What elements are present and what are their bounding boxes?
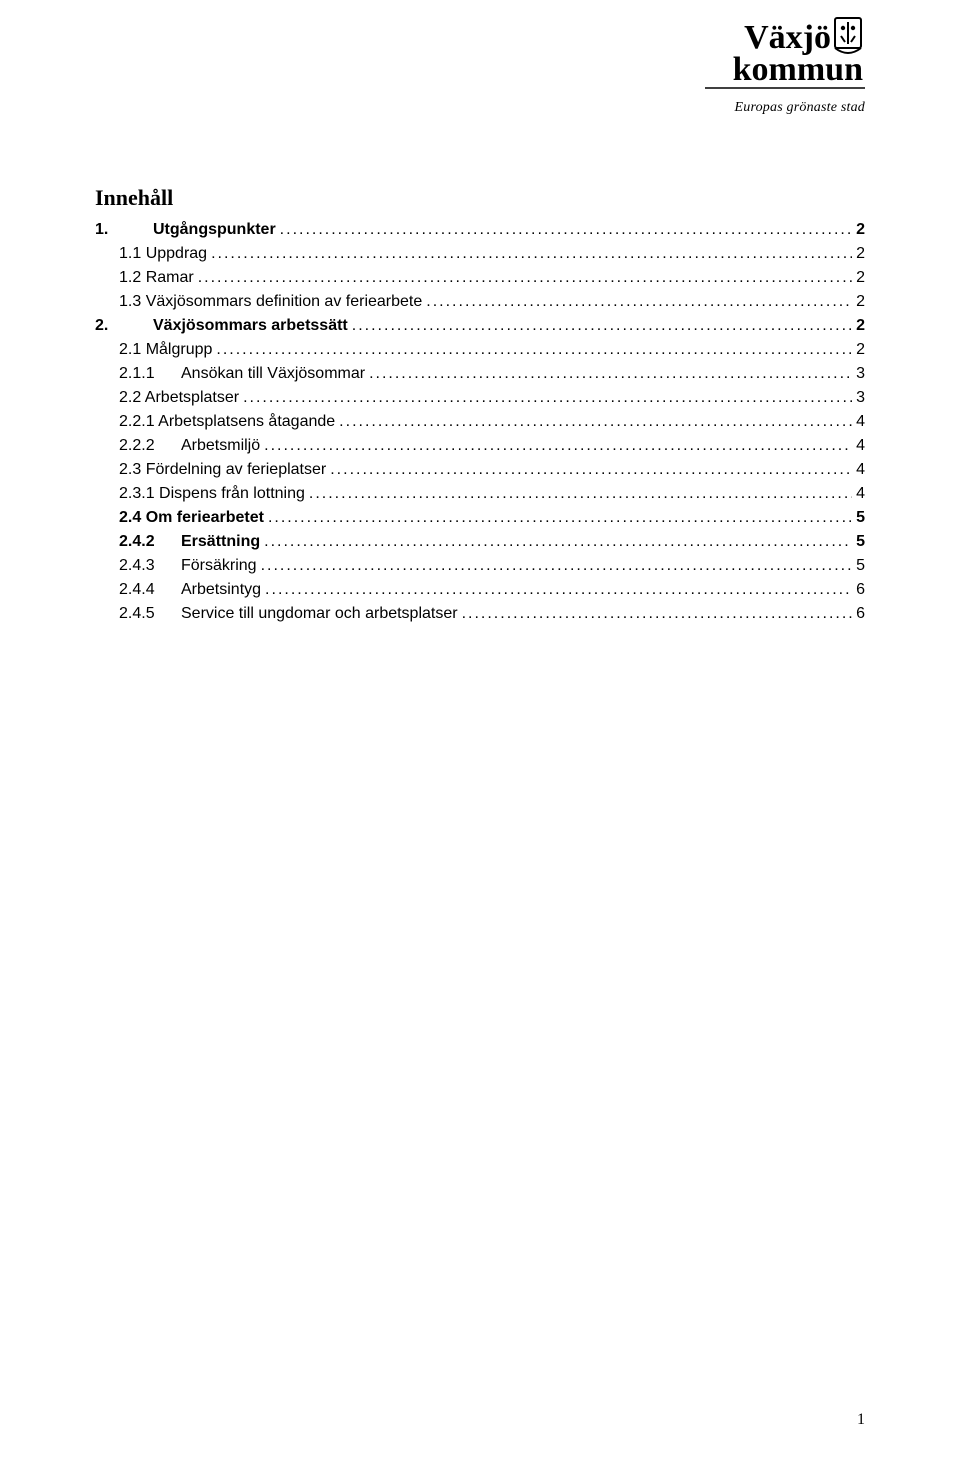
toc-page: 6: [856, 605, 865, 623]
toc-entry[interactable]: 1.1 Uppdrag 2: [95, 245, 865, 263]
toc-page: 3: [856, 389, 865, 407]
toc-leader-dots: [261, 557, 853, 575]
toc-entry[interactable]: 2.4.4Arbetsintyg 6: [95, 581, 865, 599]
toc-heading: Innehåll: [95, 185, 865, 211]
toc-label: 1.3 Växjösommars definition av feriearbe…: [119, 293, 422, 311]
toc-leader-dots: [264, 437, 852, 455]
toc-title: Växjösommars arbetssätt: [153, 317, 348, 334]
toc-page: 3: [856, 365, 865, 383]
toc-page: 2: [856, 245, 865, 263]
toc-label: 2.4.2Ersättning: [119, 533, 260, 551]
toc-entry[interactable]: 1.2 Ramar 2: [95, 269, 865, 287]
toc-entry[interactable]: 2.3 Fördelning av ferieplatser 4: [95, 461, 865, 479]
logo-tagline: Europas grönaste stad: [705, 100, 865, 116]
toc-page: 5: [856, 557, 865, 575]
toc-leader-dots: [339, 413, 852, 431]
toc-page: 4: [856, 413, 865, 431]
toc-entry[interactable]: 2.4.5Service till ungdomar och arbetspla…: [95, 605, 865, 623]
toc-entry[interactable]: 2.3.1 Dispens från lottning 4: [95, 485, 865, 503]
toc-label: 2.1.1Ansökan till Växjösommar: [119, 365, 365, 383]
toc-title: Försäkring: [181, 557, 257, 574]
logo-svg: Växjö kommun: [705, 14, 865, 96]
toc-leader-dots: [280, 221, 852, 239]
toc-leader-dots: [264, 533, 852, 551]
toc-page: 2: [856, 341, 865, 359]
toc-leader-dots: [265, 581, 852, 599]
toc-number: 2.4.2: [119, 533, 181, 551]
toc-page: 5: [856, 509, 865, 527]
toc-entry[interactable]: 2.2.2Arbetsmiljö 4: [95, 437, 865, 455]
logo-line2: kommun: [733, 51, 863, 88]
toc-number: 2.: [95, 317, 153, 335]
toc-page: 2: [856, 317, 865, 335]
content: Innehåll 1.Utgångspunkter 21.1 Uppdrag 2…: [95, 185, 865, 623]
toc-label: 2.1 Målgrupp: [119, 341, 212, 359]
toc-leader-dots: [211, 245, 852, 263]
toc-page: 5: [856, 533, 865, 551]
toc-label: 2.3 Fördelning av ferieplatser: [119, 461, 326, 479]
toc-label: 2.3.1 Dispens från lottning: [119, 485, 305, 503]
toc-page: 4: [856, 485, 865, 503]
toc-leader-dots: [352, 317, 852, 335]
toc-title: Utgångspunkter: [153, 221, 276, 238]
toc-label: 1.Utgångspunkter: [95, 221, 276, 239]
toc-number: 1.: [95, 221, 153, 239]
crest-icon: [835, 18, 861, 53]
toc-title: Service till ungdomar och arbetsplatser: [181, 605, 458, 622]
toc-entry[interactable]: 2.4.2Ersättning 5: [95, 533, 865, 551]
toc: 1.Utgångspunkter 21.1 Uppdrag 21.2 Ramar…: [95, 221, 865, 623]
toc-entry[interactable]: 1.Utgångspunkter 2: [95, 221, 865, 239]
toc-entry[interactable]: 2.1.1Ansökan till Växjösommar 3: [95, 365, 865, 383]
toc-page: 6: [856, 581, 865, 599]
toc-number: 2.2.2: [119, 437, 181, 455]
toc-leader-dots: [198, 269, 852, 287]
toc-label: 1.2 Ramar: [119, 269, 194, 287]
toc-leader-dots: [330, 461, 852, 479]
toc-leader-dots: [309, 485, 852, 503]
toc-entry[interactable]: 2.Växjösommars arbetssätt 2: [95, 317, 865, 335]
toc-page: 4: [856, 437, 865, 455]
toc-title: Arbetsmiljö: [181, 437, 260, 454]
toc-label: 2.4.4Arbetsintyg: [119, 581, 261, 599]
toc-title: Arbetsintyg: [181, 581, 261, 598]
toc-entry[interactable]: 2.2 Arbetsplatser 3: [95, 389, 865, 407]
toc-entry[interactable]: 2.4.3Försäkring 5: [95, 557, 865, 575]
toc-label: 2.4 Om feriearbetet: [119, 509, 264, 527]
toc-label: 1.1 Uppdrag: [119, 245, 207, 263]
toc-page: 2: [856, 293, 865, 311]
toc-page: 4: [856, 461, 865, 479]
toc-leader-dots: [268, 509, 852, 527]
toc-number: 2.1.1: [119, 365, 181, 383]
page-number: 1: [857, 1411, 865, 1429]
toc-number: 2.4.5: [119, 605, 181, 623]
toc-label: 2.4.5Service till ungdomar och arbetspla…: [119, 605, 458, 623]
toc-entry[interactable]: 2.4 Om feriearbetet 5: [95, 509, 865, 527]
toc-label: 2.4.3Försäkring: [119, 557, 257, 575]
toc-title: Ersättning: [181, 533, 260, 550]
toc-leader-dots: [462, 605, 853, 623]
page: Växjö kommun Europas grönaste stad Inneh…: [0, 0, 960, 1469]
toc-number: 2.4.4: [119, 581, 181, 599]
toc-leader-dots: [426, 293, 852, 311]
toc-page: 2: [856, 269, 865, 287]
toc-leader-dots: [216, 341, 852, 359]
toc-label: 2.Växjösommars arbetssätt: [95, 317, 348, 335]
toc-title: Ansökan till Växjösommar: [181, 365, 365, 382]
toc-leader-dots: [243, 389, 852, 407]
toc-page: 2: [856, 221, 865, 239]
logo-block: Växjö kommun Europas grönaste stad: [705, 14, 865, 116]
toc-entry[interactable]: 1.3 Växjösommars definition av feriearbe…: [95, 293, 865, 311]
toc-number: 2.4.3: [119, 557, 181, 575]
toc-entry[interactable]: 2.1 Målgrupp 2: [95, 341, 865, 359]
toc-label: 2.2.2Arbetsmiljö: [119, 437, 260, 455]
toc-leader-dots: [369, 365, 852, 383]
toc-entry[interactable]: 2.2.1 Arbetsplatsens åtagande 4: [95, 413, 865, 431]
toc-label: 2.2 Arbetsplatser: [119, 389, 239, 407]
toc-label: 2.2.1 Arbetsplatsens åtagande: [119, 413, 335, 431]
